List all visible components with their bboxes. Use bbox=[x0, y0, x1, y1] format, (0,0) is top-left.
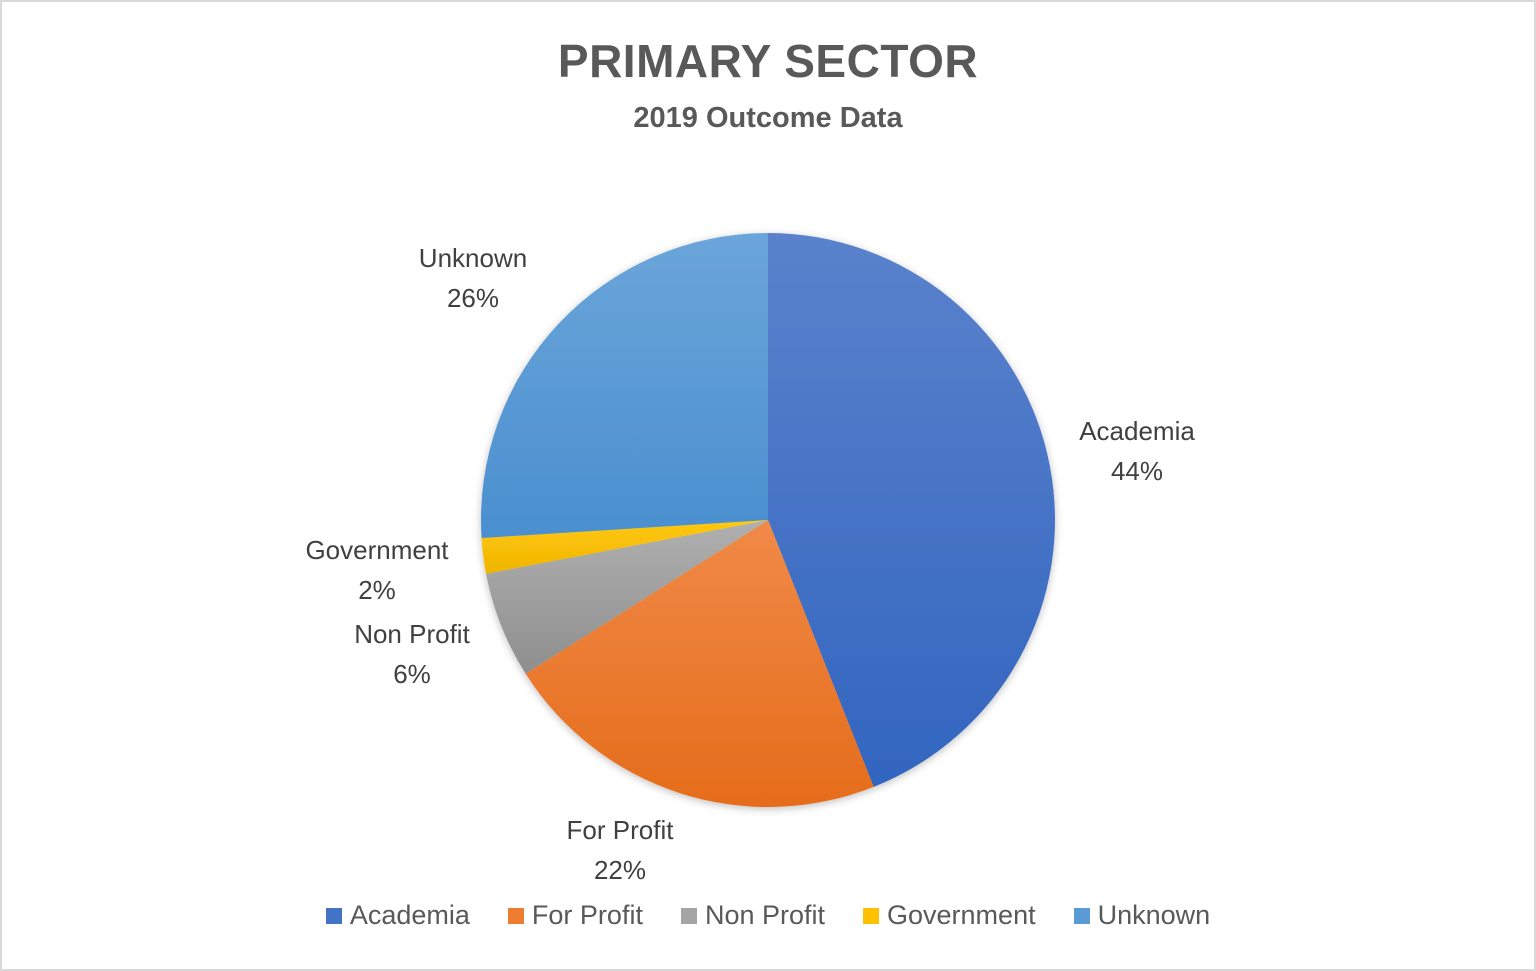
slice-unknown bbox=[481, 233, 768, 539]
legend-swatch-for-profit bbox=[507, 907, 524, 924]
chart-title: PRIMARY SECTOR bbox=[557, 35, 979, 87]
label-government: Government 2% bbox=[282, 530, 472, 610]
label-academia-pct: 44% bbox=[1110, 456, 1164, 486]
label-unknown: Unknown 26% bbox=[398, 238, 548, 318]
chart-legend: Academia For Profit Non Profit Governmen… bbox=[0, 900, 1536, 931]
legend-label: Academia bbox=[349, 900, 470, 930]
label-academia-name: Academia bbox=[1079, 416, 1195, 446]
legend-item-for-profit: For Profit bbox=[507, 900, 643, 931]
label-for-profit-pct: 22% bbox=[593, 855, 647, 885]
slice-non-profit bbox=[486, 520, 768, 674]
label-government-pct: 2% bbox=[358, 575, 396, 605]
label-for-profit-name: For Profit bbox=[566, 815, 674, 845]
slice-government bbox=[481, 520, 768, 574]
label-government-name: Government bbox=[305, 535, 449, 565]
legend-label: Non Profit bbox=[704, 900, 826, 930]
legend-swatch-non-profit bbox=[680, 907, 697, 924]
label-non-profit: Non Profit 6% bbox=[337, 614, 487, 694]
legend-swatch-government bbox=[863, 907, 880, 924]
legend-item-academia: Academia bbox=[325, 900, 470, 931]
label-non-profit-pct: 6% bbox=[393, 659, 431, 689]
label-for-profit: For Profit 22% bbox=[545, 810, 695, 890]
legend-item-government: Government bbox=[863, 900, 1036, 931]
label-academia: Academia 44% bbox=[1062, 411, 1212, 491]
slice-academia bbox=[768, 233, 1055, 787]
legend-swatch-unknown bbox=[1073, 907, 1090, 924]
chart-subtitle: 2019 Outcome Data bbox=[633, 102, 903, 134]
legend-item-unknown: Unknown bbox=[1073, 900, 1211, 931]
legend-swatch-academia bbox=[325, 907, 342, 924]
legend-label: For Profit bbox=[531, 900, 643, 930]
legend-label: Unknown bbox=[1097, 900, 1211, 930]
label-unknown-name: Unknown bbox=[418, 243, 528, 273]
label-non-profit-name: Non Profit bbox=[354, 619, 470, 649]
legend-item-non-profit: Non Profit bbox=[680, 900, 826, 931]
legend-label: Government bbox=[887, 900, 1036, 930]
label-unknown-pct: 26% bbox=[446, 283, 500, 313]
slice-for-profit bbox=[525, 520, 874, 807]
